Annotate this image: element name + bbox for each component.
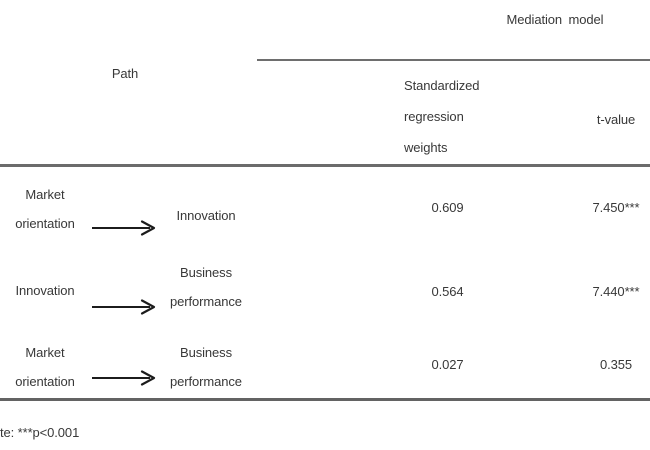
arrow-icon: [88, 297, 162, 315]
table-bottom-rule: [0, 398, 650, 401]
path-source: Market orientation: [15, 187, 75, 231]
t-value: 0.355: [599, 357, 633, 372]
t-value: 7.440***: [592, 284, 640, 299]
group-header-mediation-model: Mediation model: [506, 12, 604, 27]
group-header-rule: [257, 59, 650, 61]
table-row: Market orientation Innovation 0.609 7.45…: [0, 178, 650, 255]
path-source: Innovation: [15, 283, 75, 298]
table-row: Innovation Business performance 0.564 7.…: [0, 255, 650, 333]
weight-value: 0.027: [431, 357, 464, 372]
t-value: 7.450***: [592, 200, 640, 215]
path-target: Business performance: [170, 345, 242, 389]
column-header-tvalue: t-value: [596, 112, 636, 127]
table-row: Market orientation Business performance …: [0, 333, 650, 398]
arrow-icon: [88, 368, 162, 386]
column-header-path: Path: [111, 66, 139, 81]
path-target: Business performance: [170, 265, 242, 309]
path-target: Innovation: [176, 208, 236, 223]
path-source: Market orientation: [15, 345, 75, 389]
weight-value: 0.609: [431, 200, 464, 215]
arrow-icon: [88, 218, 162, 236]
header-divider-rule: [0, 164, 650, 167]
weight-value: 0.564: [431, 284, 464, 299]
significance-note: te: ***p<0.001: [0, 425, 80, 440]
column-header-weights: Standardized regression weights: [404, 78, 480, 155]
